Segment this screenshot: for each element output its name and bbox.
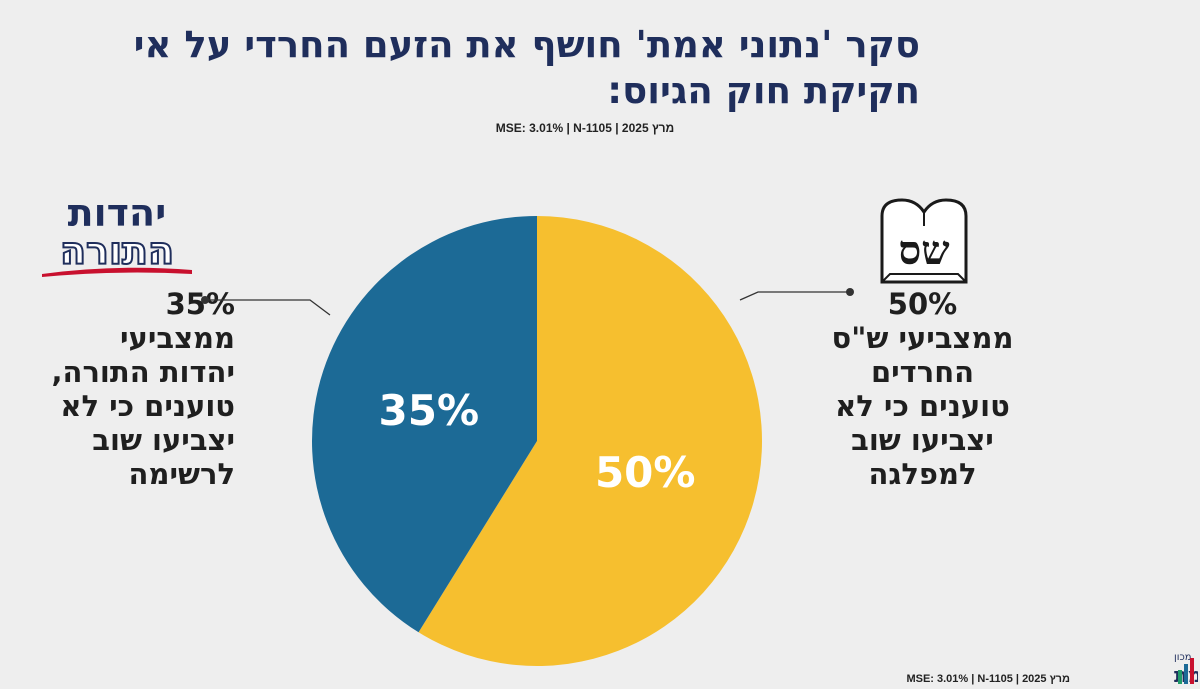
shas-logo-text: שס	[898, 227, 950, 274]
shas-leader-dot	[846, 288, 854, 296]
survey-meta-bottom: מרץ 2025 | MSE: 3.01% | N-1105	[906, 673, 1070, 685]
pie-slice-label: 50%	[595, 448, 696, 497]
utj-logo-line1: יהדות	[68, 191, 167, 235]
pie-slice	[418, 216, 762, 666]
utj-callout: 35% ממצביעי יהדות התורה, טוענים כי לא יצ…	[20, 287, 235, 491]
utj-logo: יהדות התורה	[42, 191, 192, 277]
brand-logo: מכון נתוני אמת	[1174, 652, 1198, 687]
shas-callout-line: יצביעו שוב	[851, 423, 994, 457]
brand-bar-icon	[1178, 670, 1182, 684]
utj-callout-line: לרשימה	[128, 457, 235, 491]
shas-leader-line	[739, 291, 850, 301]
utj-callout-percent: 35%	[165, 287, 235, 321]
pie-slice	[312, 216, 537, 633]
shas-callout: 50% ממצביעי ש"ס החרדים טוענים כי לא יצבי…	[810, 287, 1035, 491]
shas-logo: שס	[880, 198, 968, 284]
shas-callout-line: ממצביעי ש"ס	[831, 321, 1014, 355]
brand-bar-icon	[1184, 664, 1188, 684]
brand-bar-icon	[1190, 658, 1194, 684]
shas-callout-line: החרדים	[870, 355, 975, 389]
utj-logo-swoosh	[42, 267, 192, 277]
survey-meta-top: מרץ 2025 | MSE: 3.01% | N-1105	[495, 121, 675, 135]
shas-callout-line: למפלגה	[868, 457, 977, 491]
utj-callout-line: טוענים כי לא	[60, 389, 235, 423]
utj-callout-line: ממצביעי	[120, 321, 235, 355]
utj-logo-line2: התורה	[60, 229, 174, 273]
utj-leader-line	[205, 299, 331, 316]
shas-callout-percent: 50%	[887, 287, 958, 321]
shas-callout-line: טוענים כי לא	[835, 389, 1010, 423]
utj-callout-line: יצביעו שוב	[92, 423, 235, 457]
page-title: סקר 'נתוני אמת' חושף את הזעם החרדי על אי…	[133, 23, 920, 112]
pie-slice-label: 35%	[379, 386, 480, 435]
utj-leader-dot	[201, 296, 209, 304]
brand-logo-small: מכון	[1174, 652, 1192, 663]
utj-callout-line: יהדות התורה,	[51, 355, 235, 389]
